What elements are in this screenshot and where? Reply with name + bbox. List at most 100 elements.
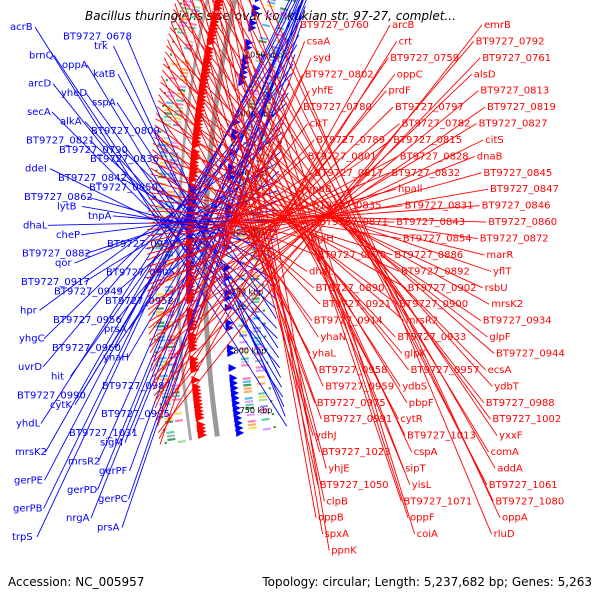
gene-label: yxxF (499, 431, 523, 442)
label-leader (163, 63, 495, 354)
gene-label: BT9727_0845 (483, 168, 552, 179)
reverse-gene-arrow (229, 379, 238, 388)
cog-stripe (261, 23, 271, 28)
gene-label: alkA (60, 116, 82, 127)
gene-label: hit (51, 371, 64, 382)
reverse-gene-arrow (231, 389, 240, 398)
gene-label: BT9727_0831 (405, 201, 474, 212)
gene-label: citS (485, 135, 504, 146)
cog-stripe (259, 404, 268, 409)
label-leader (155, 118, 490, 305)
gene-label: ecsA (488, 365, 512, 376)
gene-label: qor (55, 258, 72, 269)
label-leader (159, 24, 299, 445)
gene-label: BT9727_0759 (390, 53, 459, 64)
cog-stripe (253, 339, 262, 343)
gene-label: clpB (326, 496, 348, 507)
gene-label: BT9727_0995 (101, 409, 170, 420)
forward-gene-arrow (192, 382, 202, 391)
label-leader (90, 0, 299, 519)
genome-stats: Topology: circular; Length: 5,237,682 bp… (262, 575, 592, 589)
cog-stripe (243, 390, 253, 394)
gene-label: BT9727_0960 (52, 343, 121, 354)
cog-stripe (167, 345, 176, 349)
label-leader (84, 160, 281, 283)
gene-label: BT9727_0761 (482, 53, 551, 64)
cog-stripe (166, 430, 175, 435)
gene-label: BT9727_0871 (319, 217, 388, 228)
cog-stripe (171, 391, 180, 395)
gene-label: BT9727_0959 (325, 381, 394, 392)
gene-label: coiA (417, 529, 438, 540)
cog-stripe (166, 94, 175, 98)
label-leader (215, 0, 325, 502)
cog-stripe (279, 7, 289, 12)
gene-label: sipT (405, 463, 426, 474)
gene-label: BT9727_0835 (313, 201, 382, 212)
gene-label: prdF (388, 86, 411, 97)
label-leader (182, 0, 314, 436)
gene-label: arcB (392, 20, 415, 31)
label-leader (153, 136, 483, 289)
gene-label: BT9727_0782 (402, 119, 471, 130)
gene-label: cytK (50, 400, 72, 411)
gene-label: uvrD (18, 362, 42, 373)
gene-label: brnQ (29, 50, 54, 61)
gene-label: ppnK (331, 546, 357, 557)
gene-label: dhaL (23, 220, 48, 231)
gene-label: BT9727_0821 (26, 135, 95, 146)
gene-label: prsA (97, 523, 120, 534)
gene-label: BT9727_0843 (396, 217, 465, 228)
cog-stripe (242, 377, 251, 380)
gene-label: BT9727_0952 (105, 296, 174, 307)
cog-stripe (255, 369, 264, 373)
gene-label: BT9727_0900 (399, 299, 468, 310)
gene-label: BT9727_0930 (107, 239, 176, 250)
cog-stripe (160, 378, 169, 381)
cog-stripe (158, 360, 167, 364)
gene-label: BT9727_1050 (320, 480, 389, 491)
gene-label: gerPF (99, 466, 128, 477)
cog-stripe (179, 16, 188, 21)
gene-label: BT9727_0890 (316, 283, 385, 294)
gene-label: crt (399, 36, 413, 47)
cog-stripe (176, 92, 186, 96)
label-leader (34, 26, 288, 427)
gene-label: BT9727_0917 (21, 277, 90, 288)
gene-label: BT9727_0902 (408, 283, 477, 294)
label-leader (170, 21, 316, 403)
reverse-gene-arrow (227, 348, 236, 357)
gene-label: BT9727_0975 (317, 398, 386, 409)
cog-stripe (252, 75, 261, 80)
cog-stripe (164, 413, 173, 417)
cog-stripe (278, 13, 287, 18)
cog-stripe (173, 116, 182, 120)
reverse-gene-arrow (245, 38, 254, 47)
gene-label: BT9727_0949 (54, 286, 123, 297)
cog-stripe (245, 400, 254, 404)
gene-label: rluD (494, 529, 515, 540)
label-leader (259, 0, 501, 518)
gene-label: cspA (414, 447, 438, 458)
cog-stripe (249, 92, 258, 96)
cog-stripe (260, 411, 269, 415)
label-leader (222, 0, 411, 486)
tick-label: 900 kbp (231, 228, 264, 237)
reverse-gene-arrow (252, 4, 261, 13)
reverse-gene-arrow (254, 0, 260, 3)
gene-label: BT9727_0797 (395, 102, 464, 113)
gene-label: BT9727_0817 (314, 168, 383, 179)
gene-label: secA (27, 107, 51, 118)
gene-label: bglH (311, 234, 334, 245)
gene-label: hpr (20, 305, 38, 316)
cog-stripe (261, 417, 270, 422)
gene-label: cheP (56, 230, 80, 241)
cog-stripe (185, 39, 194, 44)
cog-stripe (257, 382, 266, 386)
reverse-gene-arrow (232, 399, 241, 408)
cog-stripe (244, 396, 253, 400)
forward-gene-arrow (196, 420, 206, 429)
label-leader (97, 0, 300, 490)
